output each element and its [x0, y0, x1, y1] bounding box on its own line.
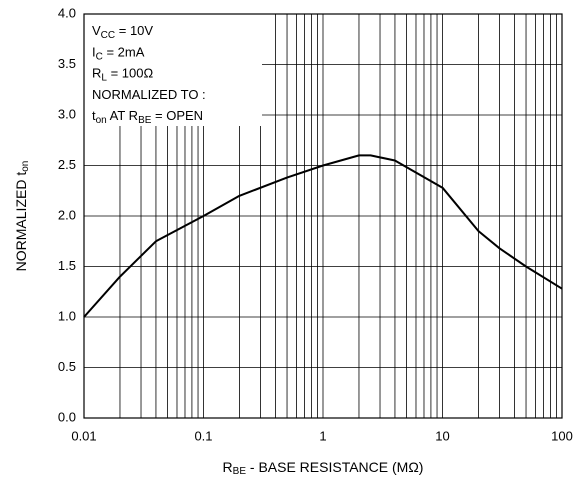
annotation: NORMALIZED TO : — [92, 87, 206, 102]
y-tick-label: 3.5 — [58, 56, 76, 71]
text-segment: V — [92, 23, 101, 38]
x-tick-label: 100 — [551, 428, 573, 443]
subscript: on — [96, 115, 107, 126]
text-segment: = 2mA — [103, 45, 145, 60]
text-segment: NORMALIZED t — [13, 172, 29, 272]
x-tick-label: 1 — [319, 428, 326, 443]
text-segment: R — [92, 66, 101, 81]
text-segment: = 10V — [115, 23, 153, 38]
y-tick-label: 4.0 — [58, 5, 76, 20]
y-tick-label: 2.0 — [58, 207, 76, 222]
x-tick-label: 10 — [435, 428, 449, 443]
subscript: BE — [138, 115, 152, 126]
text-segment: AT R — [107, 109, 138, 124]
text-segment: I — [92, 45, 96, 60]
subscript: on — [20, 161, 31, 172]
y-tick-label: 0.5 — [58, 359, 76, 374]
annotation: ton AT RBE = OPEN — [92, 109, 203, 126]
annotation: VCC = 10V — [92, 23, 153, 40]
text-segment: NORMALIZED TO : — [92, 87, 206, 102]
text-segment: - BASE RESISTANCE (MΩ) — [246, 459, 423, 475]
text-segment: R — [223, 459, 233, 475]
data-line — [83, 154, 563, 318]
y-tick-label: 2.5 — [58, 157, 76, 172]
text-segment: = OPEN — [151, 109, 203, 124]
subscript: C — [96, 51, 103, 62]
y-tick-label: 3.0 — [58, 106, 76, 121]
subscript: CC — [101, 30, 115, 41]
y-tick-label: 1.5 — [58, 258, 76, 273]
x-tick-label: 0.1 — [194, 428, 212, 443]
x-axis-label: RBE - BASE RESISTANCE (MΩ) — [223, 459, 424, 477]
plot-frame — [83, 13, 563, 419]
annotation-box — [84, 14, 262, 126]
x-tick-label: 0.01 — [71, 428, 96, 443]
text-segment: = 100Ω — [107, 66, 154, 81]
y-axis-label: NORMALIZED ton — [13, 161, 31, 272]
subscript: BE — [233, 466, 247, 477]
y-tick-label: 0.0 — [58, 409, 76, 424]
text-segment: t — [92, 109, 96, 124]
annotation: RL = 100Ω — [92, 66, 153, 83]
annotation: IC = 2mA — [92, 45, 145, 62]
y-tick-label: 1.0 — [58, 308, 76, 323]
subscript: L — [101, 72, 107, 83]
